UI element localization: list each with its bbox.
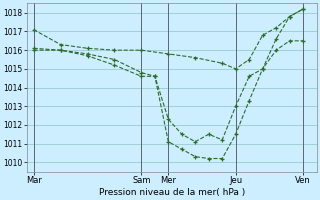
X-axis label: Pression niveau de la mer( hPa ): Pression niveau de la mer( hPa ) — [99, 188, 245, 197]
